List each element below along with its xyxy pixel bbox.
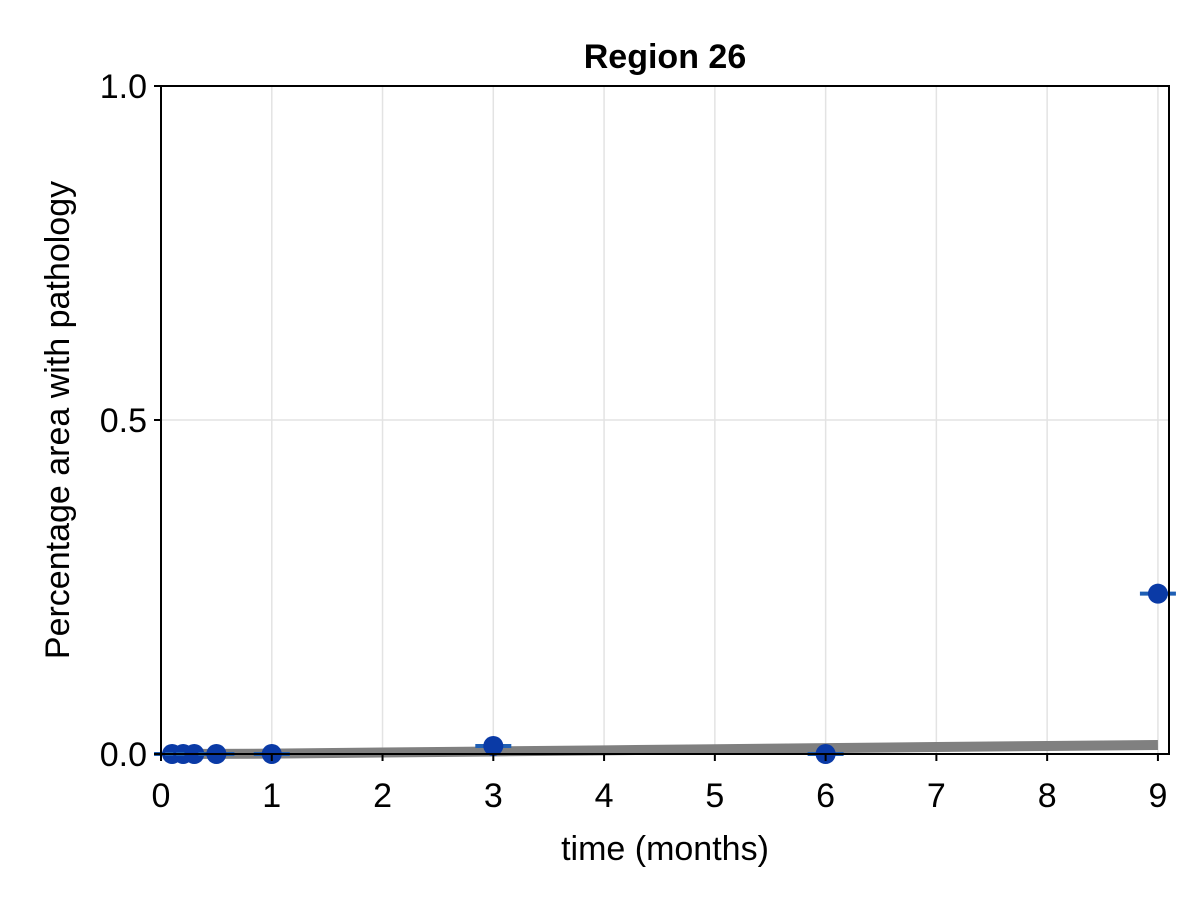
x-tick-label: 2 xyxy=(373,777,392,815)
x-axis-label: time (months) xyxy=(561,830,769,868)
plot-series xyxy=(154,583,1176,764)
fit-line xyxy=(172,739,1158,759)
grid-lines xyxy=(160,85,1169,755)
y-tick-label: 1.0 xyxy=(100,68,147,106)
x-tick-label: 7 xyxy=(927,777,946,815)
axis-ticks: 0 1 2 3 4 5 6 7 8 9 0.0 0.5 1.0 xyxy=(100,68,1168,815)
y-axis-label: Percentage area with pathology xyxy=(39,181,77,659)
x-tick-label: 5 xyxy=(705,777,724,815)
x-tick-label: 6 xyxy=(816,777,835,815)
data-point xyxy=(1147,583,1168,604)
x-tick-label: 0 xyxy=(152,777,171,815)
x-tick-label: 9 xyxy=(1148,777,1167,815)
data-point xyxy=(483,735,504,756)
x-tick-label: 1 xyxy=(262,777,281,815)
x-tick-label: 8 xyxy=(1038,777,1057,815)
chart-title: Region 26 xyxy=(584,38,746,76)
y-tick-label: 0.5 xyxy=(100,402,147,440)
x-tick-label: 4 xyxy=(595,777,614,815)
x-tick-label: 3 xyxy=(484,777,503,815)
y-tick-label: 0.0 xyxy=(100,736,147,774)
